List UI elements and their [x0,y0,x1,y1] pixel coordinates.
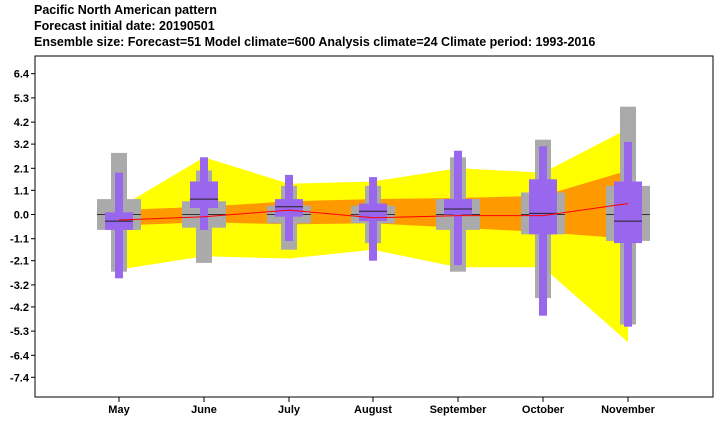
y-tick-label: -1.1 [10,234,29,246]
x-tick-label-november: November [601,404,656,416]
y-tick-label: -4.2 [10,302,29,314]
x-tick-label-august: August [354,404,392,416]
y-tick-label: -6.4 [10,350,30,362]
x-tick-label-september: September [430,404,488,416]
chart-title: Pacific North American pattern [34,3,217,17]
chart-subtitle: Forecast initial date: 20190501 [34,19,215,33]
climate-median-line [118,203,629,221]
chart-ensemble-info: Ensemble size: Forecast=51 Model climate… [34,35,596,49]
x-tick-label-july: July [278,404,301,416]
chart-titles: Pacific North American pattern Forecast … [34,2,595,50]
y-tick-label: -2.1 [10,256,29,268]
forecast-box-september [444,199,472,215]
y-tick-label: -7.4 [10,372,30,384]
x-tick-label-may: May [108,404,130,416]
forecast-box-august [359,203,387,222]
y-tick-label: -3.2 [10,280,29,292]
forecast-box-october [529,179,557,235]
forecast-box-july [275,199,303,217]
x-tick-label-june: June [191,404,217,416]
y-tick-label: 0.0 [14,210,29,222]
y-tick-label: -5.3 [10,326,29,338]
plot-frame [34,55,714,398]
y-tick-label: 4.2 [14,117,29,129]
y-tick-label: 5.3 [14,93,29,105]
y-tick-label: 2.1 [14,163,29,175]
x-tick-label-october: October [522,404,565,416]
y-tick-label: 6.4 [14,69,30,81]
forecast-box-june [190,181,218,208]
y-tick-label: 3.2 [14,139,29,151]
forecast-box-november [614,181,642,244]
y-tick-label: 1.1 [14,185,29,197]
